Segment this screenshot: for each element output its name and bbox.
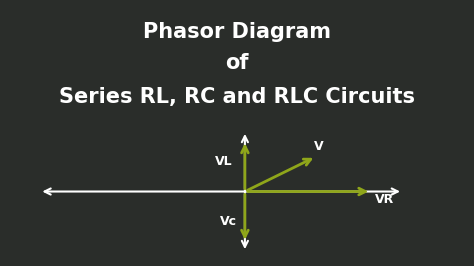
Text: Phasor Diagram: Phasor Diagram (143, 22, 331, 42)
Text: Vc: Vc (220, 215, 237, 228)
Text: of: of (225, 52, 249, 73)
Text: Series RL, RC and RLC Circuits: Series RL, RC and RLC Circuits (59, 88, 415, 107)
Text: VR: VR (375, 193, 394, 206)
Text: V: V (314, 140, 324, 153)
Text: VL: VL (215, 155, 233, 168)
